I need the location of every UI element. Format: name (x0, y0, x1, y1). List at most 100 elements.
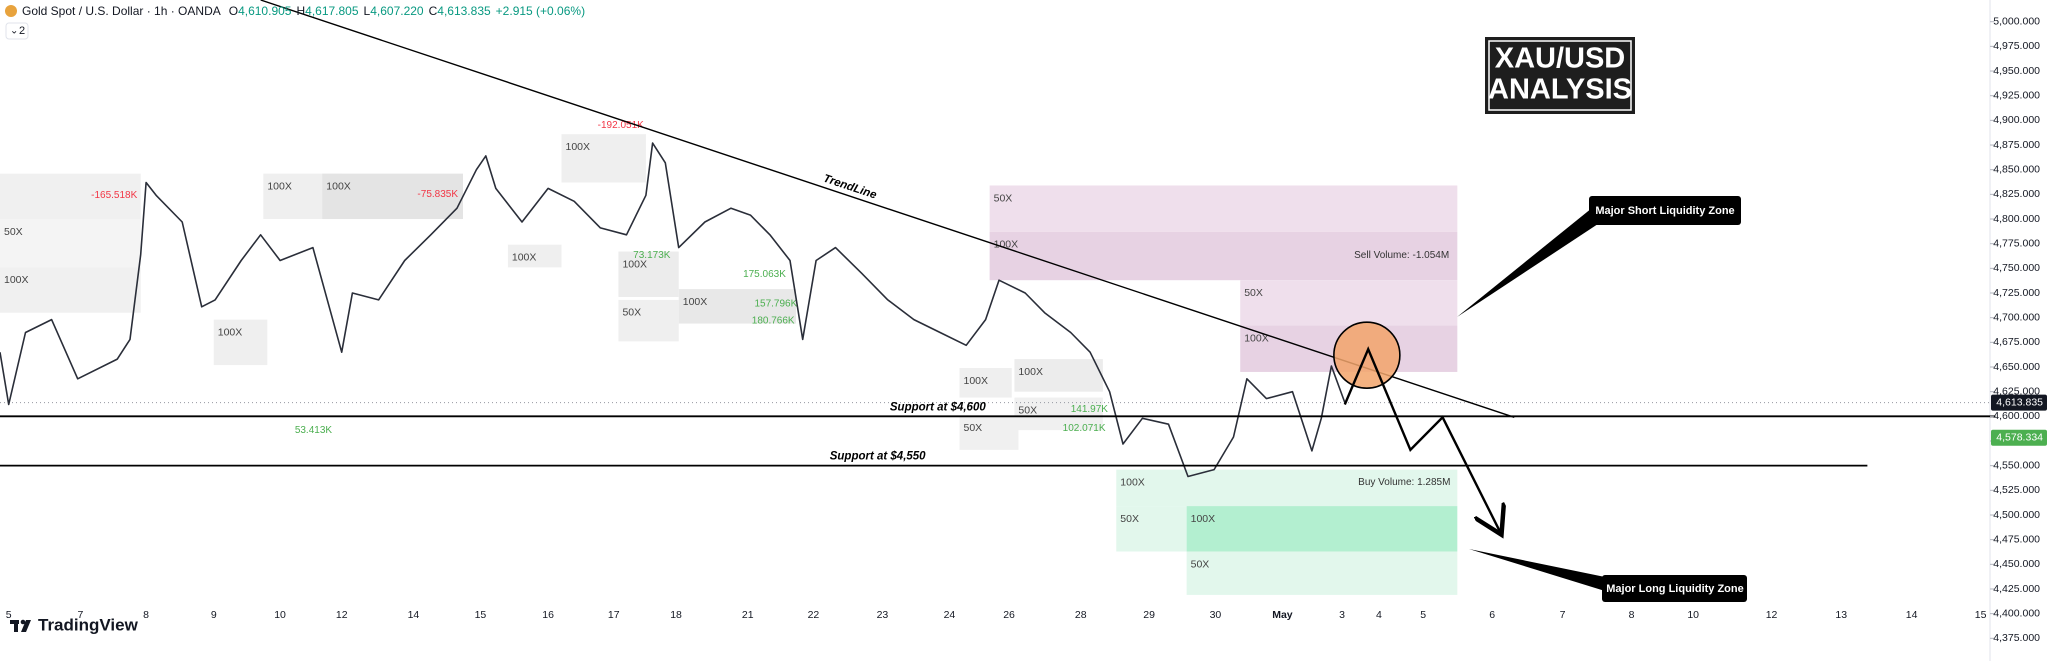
annotation: 180.766K (752, 315, 795, 326)
y-tick-label: 4,450.000 (1993, 558, 2040, 570)
y-tick-label: 4,600.000 (1993, 410, 2040, 422)
y-tick-label: 4,800.000 (1993, 213, 2040, 225)
plot-area: 50X 100X 100X 100X 100X 100X 100X 100X 50X 100X 10… (0, 0, 1996, 595)
projection-path (1343, 346, 1502, 535)
price-tag-label: 4,578.334 (1996, 431, 2043, 443)
box-label: 100X (994, 239, 1019, 251)
box-label: 100X (1244, 332, 1269, 344)
box-label: 100X (683, 296, 708, 308)
x-tick-label: 12 (1766, 609, 1778, 621)
annotation: 175.063K (743, 269, 786, 280)
y-tick-label: 4,875.000 (1993, 139, 2040, 151)
box-label: 100X (565, 141, 590, 153)
liquidity-box (213, 319, 268, 366)
y-tick-label: 4,975.000 (1993, 40, 2040, 52)
x-tick-label: 13 (1835, 609, 1847, 621)
legend-item: 4,607.220 (370, 4, 424, 18)
liquidity-box (959, 367, 1012, 398)
liquidity-box (1186, 506, 1458, 552)
indicator-toggle[interactable] (5, 22, 29, 40)
y-tick-label: 4,650.000 (1993, 361, 2040, 373)
liquidity-box (322, 173, 463, 220)
y-tick-label: 4,375.000 (1993, 632, 2040, 644)
box-label: 100X (512, 251, 537, 263)
y-tick-label: 4,525.000 (1993, 484, 2040, 496)
legend-item: O (229, 4, 238, 18)
legend-item: H (296, 4, 305, 18)
callout-pointer (1469, 549, 1605, 591)
y-tick-label: 4,825.000 (1993, 188, 2040, 200)
y-tick-label: 4,625.000 (1993, 385, 2040, 397)
legend-item: C (429, 4, 438, 18)
liquidity-box (618, 299, 679, 342)
box-label: 50X (963, 422, 982, 434)
legend-item: 4,617.805 (305, 4, 359, 18)
liquidity-box (0, 219, 141, 268)
badge-border (1488, 40, 1632, 111)
annotation: 73.173K (633, 250, 671, 261)
liquidity-box (678, 289, 796, 324)
x-tick-label: May (1272, 609, 1293, 621)
logo-mark (20, 619, 26, 625)
support-label: Support at $4,600 (890, 401, 986, 413)
x-tick-label: 24 (944, 609, 956, 621)
box-label: 100X (1120, 476, 1145, 488)
box-label: 100X (963, 375, 988, 387)
box-label: 50X (1120, 513, 1139, 525)
y-tick-label: 4,775.000 (1993, 237, 2040, 249)
y-tick-label: 4,675.000 (1993, 336, 2040, 348)
x-tick-label: 10 (274, 609, 286, 621)
y-tick-label: 4,725.000 (1993, 287, 2040, 299)
liquidity-box (561, 134, 646, 183)
liquidity-box (989, 231, 1458, 281)
box-label: 50X (994, 192, 1013, 204)
annotation: Buy Volume: 1.285M (1358, 477, 1450, 488)
x-tick-label: 10 (1687, 609, 1699, 621)
x-tick-label: 28 (1075, 609, 1087, 621)
x-tick-label: 5 (1420, 609, 1426, 621)
x-tick-label: 6 (1489, 609, 1495, 621)
liquidity-box (0, 267, 141, 313)
legend-item: +2.915 (+0.06%) (496, 4, 585, 18)
trendline (260, 0, 1515, 418)
y-tick-label: 4,750.000 (1993, 262, 2040, 274)
x-tick-label: 7 (77, 609, 83, 621)
liquidity-box (507, 244, 562, 268)
x-tick-label: 15 (475, 609, 487, 621)
x-tick-label: 30 (1210, 609, 1222, 621)
x-tick-label: 5 (6, 609, 12, 621)
logo-mark (21, 620, 31, 632)
logo-text: TradingView (38, 615, 139, 634)
box-label: 100X (1018, 366, 1043, 378)
logo: TradingView (10, 615, 139, 634)
box-label: 50X (4, 226, 23, 238)
chevron: ⌄ (10, 26, 18, 37)
y-tick-label: 4,500.000 (1993, 509, 2040, 521)
x-tick-label: 7 (1560, 609, 1566, 621)
badge-line: XAU/USD (1495, 43, 1626, 75)
box-label: 100X (326, 180, 351, 192)
x-tick-label: 21 (742, 609, 754, 621)
x-tick-label: 3 (1339, 609, 1345, 621)
box-label: 100X (218, 326, 243, 338)
x-tick-label: 16 (542, 609, 554, 621)
liquidity-box (1014, 359, 1103, 392)
legend-item: Gold Spot / U.S. Dollar · 1h · OANDA (22, 4, 221, 18)
x-tick-label: 14 (408, 609, 420, 621)
box-label: 100X (267, 180, 292, 192)
y-tick-label: 4,950.000 (1993, 65, 2040, 77)
indicator-count: 2 (19, 25, 25, 37)
y-tick-label: 4,425.000 (1993, 583, 2040, 595)
x-tick-label: 8 (143, 609, 149, 621)
annotation: 141.97K (1071, 404, 1109, 415)
box-label: 50X (1018, 404, 1037, 416)
y-tick-label: 5,000.000 (1993, 15, 2040, 27)
box-label: 100X (4, 274, 29, 286)
x-tick-label: 9 (211, 609, 217, 621)
support-label: Support at $4,550 (830, 451, 926, 463)
x-tick-label: 23 (877, 609, 889, 621)
x-tick-label: 14 (1906, 609, 1918, 621)
